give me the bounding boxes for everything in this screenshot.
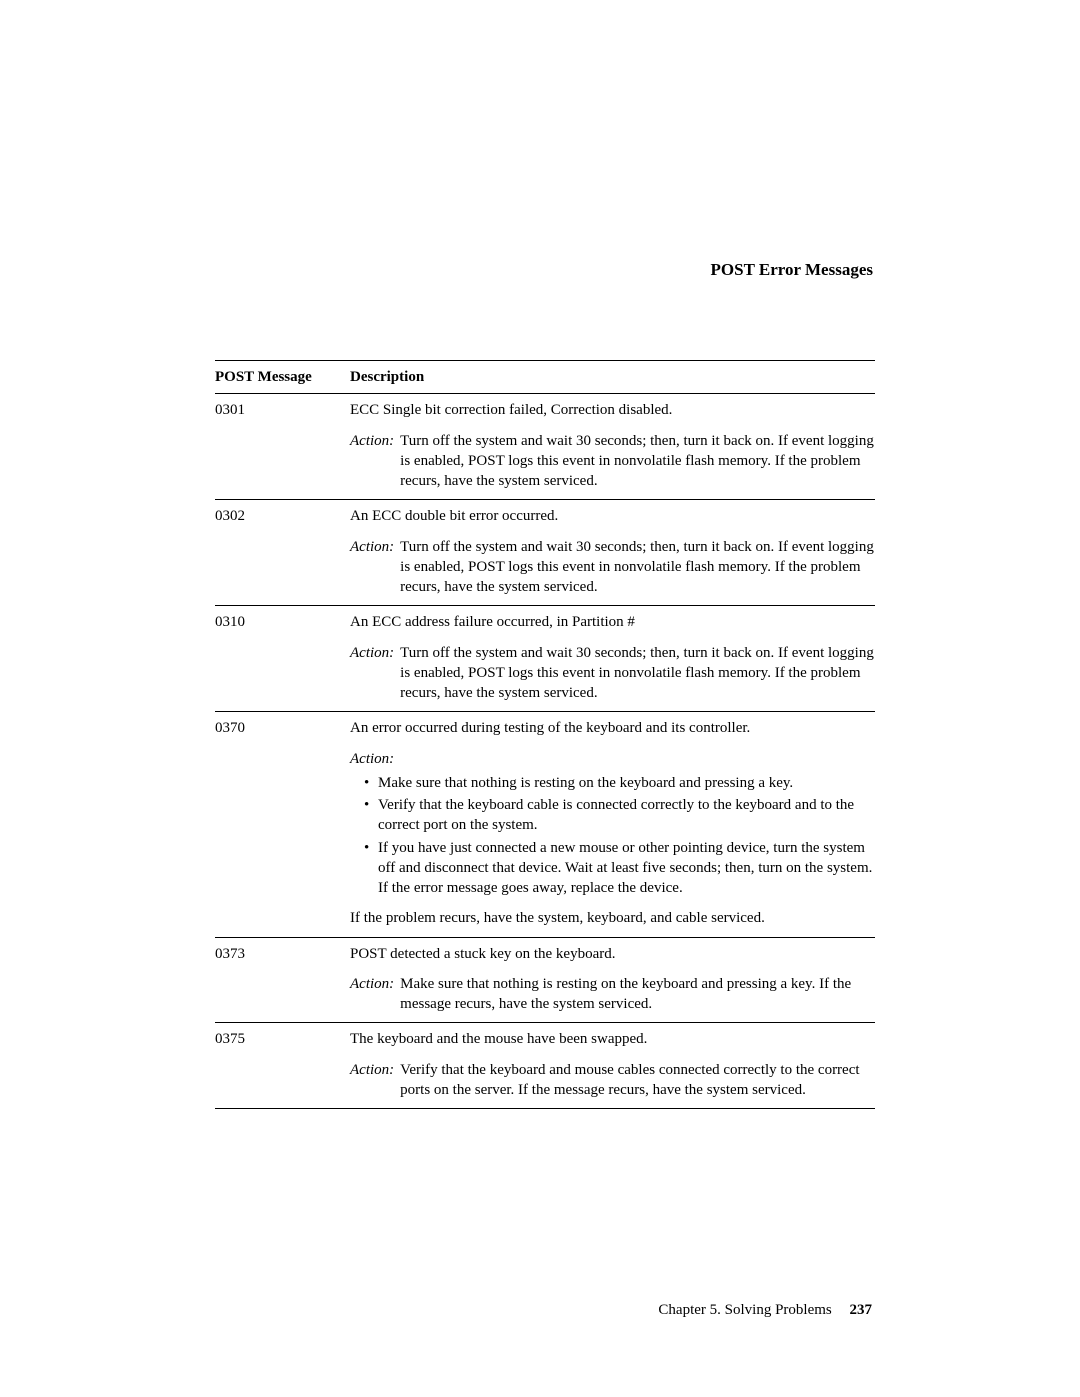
post-error-table: POST Message Description 0301 ECC Single… xyxy=(215,360,875,1109)
action-text: Make sure that nothing is resting on the… xyxy=(400,974,875,1015)
code-cell: 0375 xyxy=(215,1023,350,1109)
description-text: POST detected a stuck key on the keyboar… xyxy=(350,944,875,964)
table-row: 0301 ECC Single bit correction failed, C… xyxy=(215,394,875,500)
header-post-message: POST Message xyxy=(215,361,350,394)
action-label: Action: xyxy=(350,643,400,704)
code-cell: 0302 xyxy=(215,500,350,606)
footer-page-number: 237 xyxy=(850,1302,873,1318)
description-text: The keyboard and the mouse have been swa… xyxy=(350,1029,875,1049)
bullet-item: If you have just connected a new mouse o… xyxy=(364,838,875,899)
action-text: Turn off the system and wait 30 seconds;… xyxy=(400,431,875,492)
section-title: POST Error Messages xyxy=(215,260,875,280)
code-cell: 0370 xyxy=(215,712,350,937)
header-description: Description xyxy=(350,361,875,394)
desc-cell: An error occurred during testing of the … xyxy=(350,712,875,937)
action-label: Action: xyxy=(350,974,400,1015)
table-row: 0310 An ECC address failure occurred, in… xyxy=(215,606,875,712)
bullet-item: Verify that the keyboard cable is connec… xyxy=(364,795,875,836)
action-text: Verify that the keyboard and mouse cable… xyxy=(400,1060,875,1101)
page-content: POST Error Messages POST Message Descrip… xyxy=(215,260,875,1109)
action-label: Action: xyxy=(350,431,400,492)
action-block: Action: Turn off the system and wait 30 … xyxy=(350,431,875,492)
description-text: ECC Single bit correction failed, Correc… xyxy=(350,400,875,420)
action-block: Action: Verify that the keyboard and mou… xyxy=(350,1060,875,1101)
action-label: Action: xyxy=(350,749,875,769)
description-text: An ECC double bit error occurred. xyxy=(350,506,875,526)
code-cell: 0373 xyxy=(215,937,350,1023)
action-text: Turn off the system and wait 30 seconds;… xyxy=(400,537,875,598)
desc-cell: POST detected a stuck key on the keyboar… xyxy=(350,937,875,1023)
action-text: Turn off the system and wait 30 seconds;… xyxy=(400,643,875,704)
code-cell: 0301 xyxy=(215,394,350,500)
desc-cell: An ECC double bit error occurred. Action… xyxy=(350,500,875,606)
action-label: Action: xyxy=(350,1060,400,1101)
code-cell: 0310 xyxy=(215,606,350,712)
bullet-item: Make sure that nothing is resting on the… xyxy=(364,773,875,793)
action-block: Action: Turn off the system and wait 30 … xyxy=(350,537,875,598)
desc-cell: An ECC address failure occurred, in Part… xyxy=(350,606,875,712)
table-header-row: POST Message Description xyxy=(215,361,875,394)
description-text: An error occurred during testing of the … xyxy=(350,718,875,738)
desc-cell: The keyboard and the mouse have been swa… xyxy=(350,1023,875,1109)
table-row: 0375 The keyboard and the mouse have bee… xyxy=(215,1023,875,1109)
page-footer: Chapter 5. Solving Problems 237 xyxy=(658,1302,872,1319)
desc-cell: ECC Single bit correction failed, Correc… xyxy=(350,394,875,500)
footer-chapter: Chapter 5. Solving Problems xyxy=(658,1302,831,1318)
table-row: 0373 POST detected a stuck key on the ke… xyxy=(215,937,875,1023)
table-row: 0370 An error occurred during testing of… xyxy=(215,712,875,937)
bullet-list: Make sure that nothing is resting on the… xyxy=(350,773,875,899)
action-label: Action: xyxy=(350,537,400,598)
action-block: Action: Make sure that nothing is restin… xyxy=(350,974,875,1015)
post-bullet-text: If the problem recurs, have the system, … xyxy=(350,908,875,928)
description-text: An ECC address failure occurred, in Part… xyxy=(350,612,875,632)
table-row: 0302 An ECC double bit error occurred. A… xyxy=(215,500,875,606)
action-block: Action: Turn off the system and wait 30 … xyxy=(350,643,875,704)
